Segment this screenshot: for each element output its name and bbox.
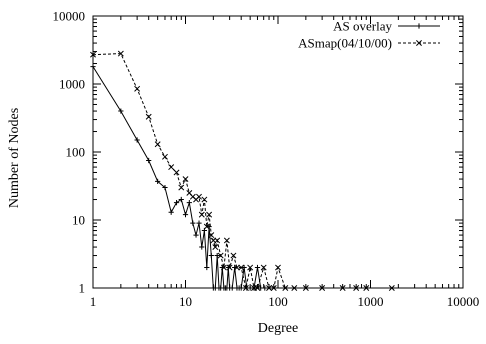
data-point [241,264,247,271]
data-point [208,252,214,259]
y-tick-label: 10 [72,213,85,228]
data-point [168,209,174,215]
data-point [154,141,161,148]
data-point [282,285,289,291]
data-point [214,237,221,244]
data-point [217,252,224,259]
data-point [247,264,254,271]
series-1 [90,64,268,291]
data-point [162,153,168,160]
legend-label: AS overlay [333,19,392,34]
data-point [201,196,208,203]
data-point [196,193,202,200]
data-point [319,285,326,291]
y-tick-label: 1 [79,281,86,296]
data-point [162,184,168,191]
data-point [238,285,244,291]
data-point [388,285,395,291]
data-point [302,285,309,291]
y-tick-label: 10000 [53,9,86,24]
data-point [118,108,124,114]
data-point [134,137,140,143]
x-tick-label: 10 [179,294,192,309]
data-point [134,85,141,92]
data-point [155,178,161,184]
x-axis-label: Degree [258,321,298,336]
data-point [212,244,219,251]
data-point [173,200,180,206]
data-point [238,264,245,271]
legend-marker [416,23,422,29]
data-point [117,50,124,57]
data-point [198,211,205,218]
data-point [223,237,230,244]
data-point [204,264,210,271]
data-point [190,220,196,226]
data-point [226,264,233,271]
data-point [260,264,267,271]
data-point [262,285,268,291]
data-point [208,232,215,239]
data-point [266,285,272,291]
data-point [270,285,277,291]
legend-marker [416,40,422,46]
y-tick-label: 100 [66,145,86,160]
data-point [145,113,152,120]
data-point [186,200,192,206]
data-point [146,157,152,164]
data-point [254,264,261,271]
data-point [229,285,235,291]
data-point [90,51,96,58]
data-point [353,285,360,291]
data-point [173,169,180,176]
data-point [90,64,96,70]
data-point [168,164,175,171]
data-point [214,252,220,259]
data-point [178,196,184,203]
data-point [242,285,249,291]
data-point [203,223,210,230]
series-line [92,66,265,289]
data-point [230,252,237,259]
data-point [275,264,281,271]
data-point [182,176,189,183]
data-point [206,211,213,218]
data-point [193,232,199,238]
plot-frame [92,15,464,289]
y-axis-label: Number of Nodes [7,108,22,208]
x-tick-label: 10000 [447,294,480,309]
series-2 [90,50,395,291]
x-tick-label: 100 [268,294,288,309]
legend-label: ASmap(04/10/00) [298,36,392,51]
data-point [339,285,346,291]
data-point [234,264,240,271]
data-point [291,285,298,291]
data-point [182,212,189,218]
data-point [199,244,205,250]
x-tick-label: 1000 [358,294,384,309]
data-point [178,184,185,191]
data-point [363,285,370,291]
x-tick-label: 1 [90,294,97,309]
data-point [220,264,227,271]
data-point [254,285,261,291]
data-point [196,220,202,226]
y-tick-label: 1000 [59,77,85,92]
